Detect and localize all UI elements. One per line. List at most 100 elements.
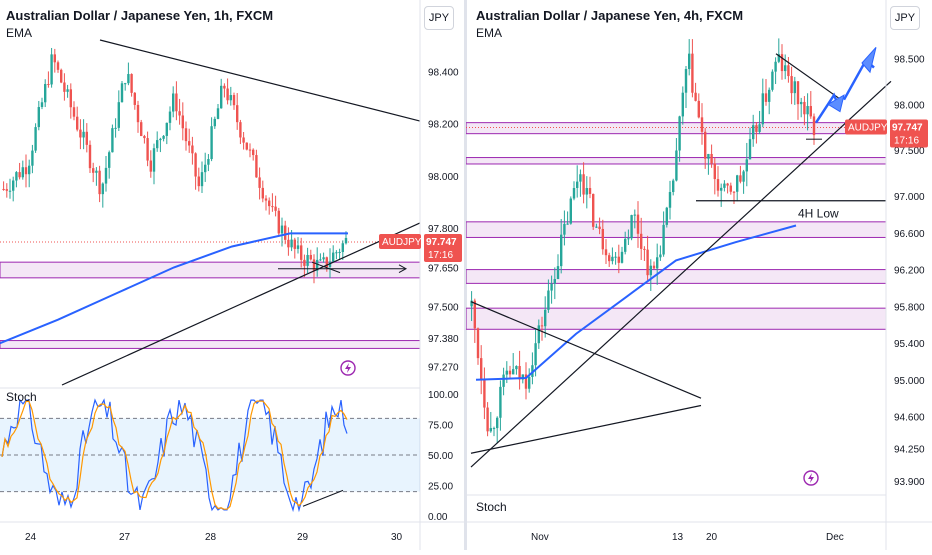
candle-4h-body — [579, 174, 582, 182]
candle-1h-body — [204, 164, 207, 173]
candle-4h-body — [681, 92, 684, 117]
symbol-tag — [845, 119, 887, 135]
candle-1h-body — [76, 116, 79, 130]
candle-4h-body — [480, 358, 483, 380]
candle-4h-body — [521, 374, 524, 380]
candle-4h-body — [617, 256, 620, 263]
candle-1h-body — [172, 93, 175, 112]
candle-1h-body — [12, 180, 15, 191]
candle-1h-body — [101, 183, 104, 195]
chart-panel-4h[interactable]: 4H Low 98.500 98.000 97.500 97.000 96.600 96.2… — [465, 0, 932, 550]
candle-4h-body — [550, 283, 553, 291]
time-axis-label: 27 — [119, 532, 131, 543]
candle-4h-body — [803, 101, 806, 115]
candle-4h-body — [668, 192, 672, 208]
candle-1h-body — [37, 107, 40, 128]
trendline-upper — [99, 39, 421, 122]
candle-1h-body — [325, 257, 328, 267]
currency-button[interactable]: JPY — [424, 6, 454, 30]
candle-4h-body — [700, 117, 704, 132]
candle-1h-body — [44, 83, 47, 103]
candle-4h-body — [736, 175, 739, 192]
candle-4h-body — [598, 226, 601, 229]
trendline-descending — [775, 53, 842, 101]
candle-4h-body — [691, 53, 694, 93]
candle-1h-body — [220, 85, 223, 109]
supply-demand-zone — [465, 221, 887, 238]
stoch-divergence-line — [302, 489, 344, 507]
candle-1h-body — [136, 104, 140, 123]
candle-1h-body — [255, 155, 258, 178]
price-axis-label: 94.600 — [894, 413, 925, 424]
candle-4h-body — [518, 366, 521, 380]
candle-1h-body — [258, 177, 261, 188]
price-axis-label: 97.500 — [428, 303, 459, 314]
candle-1h-body — [50, 54, 53, 85]
candle-4h-body — [627, 238, 630, 240]
candle-1h-body — [79, 129, 82, 138]
candle-4h-body — [720, 187, 723, 191]
candle-4h-body — [793, 81, 796, 94]
candle-1h-body — [117, 102, 120, 128]
candle-1h-body — [159, 138, 162, 141]
candle-4h-body — [505, 370, 508, 375]
ema-indicator-label[interactable]: EMA — [476, 26, 503, 40]
candle-1h-body — [216, 108, 220, 119]
stoch-axis-label: 0.00 — [428, 512, 448, 523]
candle-1h-body — [226, 88, 229, 101]
stoch-indicator-label[interactable]: Stoch — [6, 390, 37, 404]
candle-1h-body — [293, 239, 296, 249]
candle-4h-body — [636, 214, 640, 234]
candle-1h-body — [335, 252, 338, 254]
candle-1h-body — [92, 168, 95, 173]
candle-4h-body — [784, 65, 787, 72]
candle-4h-body — [684, 69, 688, 93]
candle-4h-body — [704, 131, 707, 159]
candle-1h-body — [120, 83, 124, 103]
candle-1h-body — [332, 252, 335, 262]
stoch-axis-label: 75.00 — [428, 421, 453, 432]
ema-line — [0, 232, 348, 345]
price-axis-label: 96.200 — [894, 266, 925, 277]
candle-4h-body — [595, 226, 598, 228]
lightning-icon — [340, 360, 356, 376]
stoch-indicator-label[interactable]: Stoch — [476, 500, 507, 514]
low-annotation: 4H Low — [798, 207, 839, 221]
candle-1h-body — [312, 259, 316, 271]
candle-1h-body — [300, 245, 303, 260]
trendline-rising — [470, 80, 892, 468]
candle-1h-body — [252, 149, 255, 156]
ema-indicator-label[interactable]: EMA — [6, 26, 33, 40]
candle-1h-body — [261, 187, 264, 199]
candle-1h-body — [162, 135, 165, 139]
stoch-k-line — [1, 398, 348, 513]
chart-panel-1h[interactable]: 98.400 98.200 98.000 97.800 97.650 97.500 97.3… — [0, 0, 466, 550]
price-axis-label: 94.250 — [894, 445, 925, 456]
candle-1h-body — [108, 152, 111, 168]
price-axis-label: 98.000 — [894, 100, 925, 111]
candle-4h-body — [601, 228, 604, 250]
candle-1h-body — [146, 138, 149, 161]
candle-1h-body — [223, 85, 226, 89]
lightning-icon — [345, 363, 351, 373]
candle-4h-body — [768, 89, 771, 102]
candle-1h-body — [274, 206, 277, 211]
candle-4h-body — [547, 290, 550, 310]
chart-canvas-4h[interactable]: 4H Low 98.500 98.000 97.500 97.000 96.600 96.2… — [465, 0, 932, 550]
price-axis-label: 98.400 — [428, 67, 459, 78]
last-price-text: 97.747 — [892, 123, 923, 134]
candle-4h-body — [755, 125, 758, 132]
candle-1h-body — [28, 165, 31, 175]
chart-canvas-1h[interactable]: 98.400 98.200 98.000 97.800 97.650 97.500 97.3… — [0, 0, 466, 550]
price-axis-label: 95.800 — [894, 302, 925, 313]
candle-4h-body — [809, 106, 812, 117]
candle-1h-body — [175, 93, 178, 112]
stoch-d-line — [1, 400, 348, 510]
currency-button[interactable]: JPY — [890, 6, 920, 30]
candle-4h-body — [611, 256, 614, 262]
candle-1h-body — [149, 160, 152, 172]
candle-1h-body — [40, 102, 44, 108]
candle-1h-body — [213, 118, 216, 127]
candle-4h-body — [761, 93, 764, 125]
symbol-tag-text: AUDJPY — [848, 123, 888, 134]
